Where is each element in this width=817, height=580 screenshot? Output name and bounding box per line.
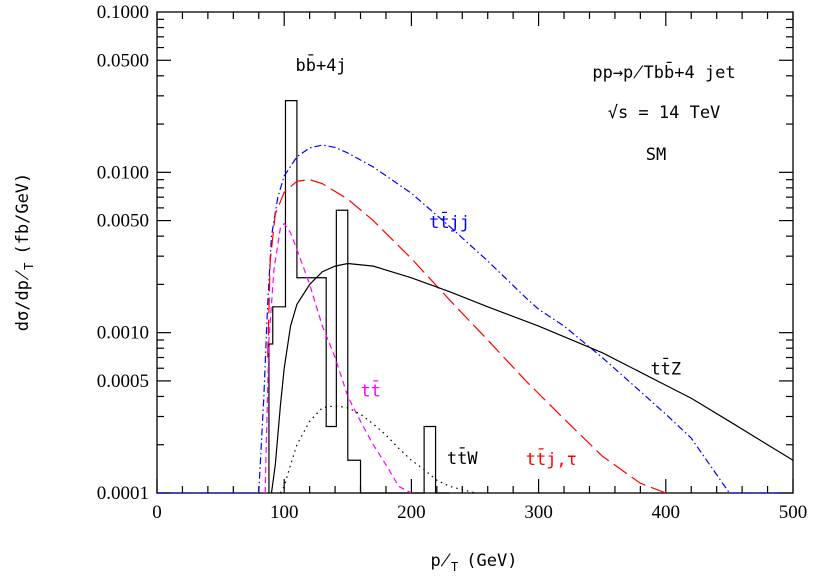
x-axis-label-unit: (GeV) (466, 551, 517, 571)
y-axis-label-main: dσ/dp̸ (13, 270, 33, 331)
y-tick-label: 0.0001 (97, 483, 149, 504)
y-axis-label: dσ/dp̸T (fb/GeV) (13, 173, 36, 332)
y-axis-label-unit: (fb/GeV) (13, 173, 33, 255)
energy-annotation: √s = 14 TeV (608, 103, 721, 123)
series-label-0: bb̄+4j (295, 53, 346, 76)
series-layer (157, 100, 794, 494)
series-line-1 (157, 144, 781, 494)
x-tick-label: 300 (524, 502, 553, 523)
x-axis-label: p̸T (GeV) (431, 551, 518, 574)
x-tick-label: 100 (270, 502, 299, 523)
series-label-2: tt̄j,τ (526, 447, 577, 470)
plot-frame (156, 11, 794, 494)
y-tick-label: 0.0010 (97, 323, 149, 344)
series-label-1: tt̄jj (429, 210, 470, 233)
y-tick-label: 0.0100 (97, 162, 149, 183)
y-tick-label: 0.0500 (97, 50, 149, 71)
series-label-3: tt̄Z (650, 357, 681, 380)
process-annotation: pp→p̸Tbb̄+4 jet (592, 60, 735, 83)
series-line-2 (267, 179, 667, 494)
series-label-5: tt̄W (447, 446, 478, 469)
series-line-5 (279, 405, 476, 494)
y-axis-label-sub: T (22, 263, 36, 270)
x-tick-label: 400 (652, 502, 681, 523)
series-line-3 (270, 262, 794, 494)
x-axis-label-sub: T (451, 560, 458, 574)
series-line-0 (268, 100, 450, 494)
x-tick-label: 0 (152, 502, 162, 523)
tick-labels: 0 100 200 300 400 500 0.0001 0.0005 0.0010 0.0050… (97, 2, 808, 523)
model-annotation: SM (646, 145, 666, 165)
x-tick-label: 500 (779, 502, 808, 523)
axis-ticks (156, 12, 794, 494)
series-label-4: tt̄ (360, 379, 380, 402)
x-axis-label-main: p̸ (431, 551, 451, 571)
x-tick-label: 200 (397, 502, 426, 523)
y-tick-label: 0.0050 (97, 211, 149, 232)
series-line-4 (264, 222, 412, 494)
series-labels: bb̄+4j tt̄jj tt̄j,τ tt̄Z tt̄ tt̄W (295, 53, 681, 470)
y-tick-label: 0.0005 (97, 371, 149, 392)
y-tick-label: 0.1000 (97, 2, 149, 23)
